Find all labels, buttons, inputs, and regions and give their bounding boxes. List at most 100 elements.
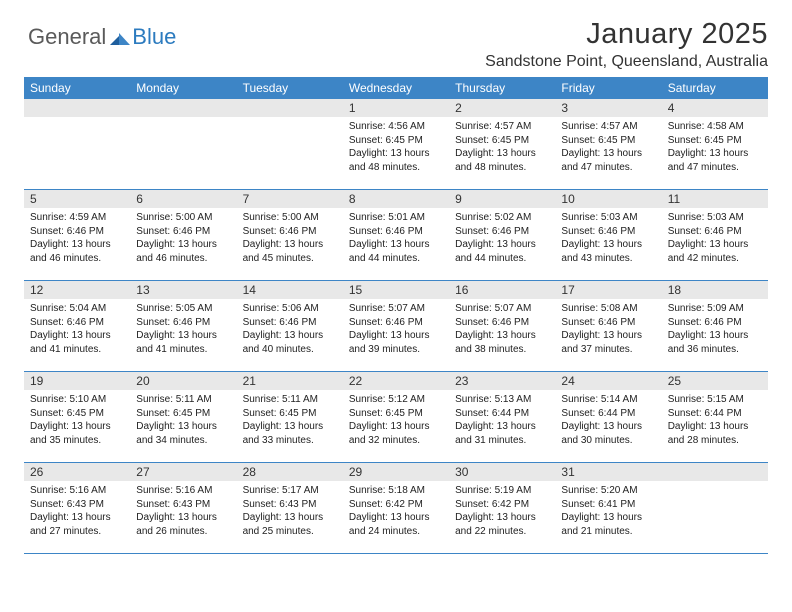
sunset: Sunset: 6:46 PM — [136, 225, 230, 239]
day-number: 18 — [662, 281, 768, 299]
daylight-line2: and 44 minutes. — [455, 252, 549, 266]
daylight-line1: Daylight: 13 hours — [349, 147, 443, 161]
day-details: Sunrise: 5:04 AMSunset: 6:46 PMDaylight:… — [24, 299, 130, 362]
daylight-line2: and 31 minutes. — [455, 434, 549, 448]
day-number: 29 — [343, 463, 449, 481]
sunrise: Sunrise: 5:00 AM — [243, 211, 337, 225]
day-31: 31Sunrise: 5:20 AMSunset: 6:41 PMDayligh… — [555, 463, 661, 553]
daylight-line2: and 47 minutes. — [561, 161, 655, 175]
daylight-line1: Daylight: 13 hours — [668, 329, 762, 343]
daylight-line2: and 45 minutes. — [243, 252, 337, 266]
sunrise: Sunrise: 5:15 AM — [668, 393, 762, 407]
sunset: Sunset: 6:41 PM — [561, 498, 655, 512]
sunrise: Sunrise: 5:11 AM — [243, 393, 337, 407]
day-details: Sunrise: 5:03 AMSunset: 6:46 PMDaylight:… — [555, 208, 661, 271]
day-number: 17 — [555, 281, 661, 299]
daylight-line2: and 33 minutes. — [243, 434, 337, 448]
day-23: 23Sunrise: 5:13 AMSunset: 6:44 PMDayligh… — [449, 372, 555, 462]
daylight-line1: Daylight: 13 hours — [561, 147, 655, 161]
week-row: 12Sunrise: 5:04 AMSunset: 6:46 PMDayligh… — [24, 281, 768, 372]
day-details: Sunrise: 5:07 AMSunset: 6:46 PMDaylight:… — [449, 299, 555, 362]
day-details: Sunrise: 5:00 AMSunset: 6:46 PMDaylight:… — [237, 208, 343, 271]
day-13: 13Sunrise: 5:05 AMSunset: 6:46 PMDayligh… — [130, 281, 236, 371]
sunset: Sunset: 6:46 PM — [561, 316, 655, 330]
sunset: Sunset: 6:46 PM — [455, 225, 549, 239]
day-details: Sunrise: 5:08 AMSunset: 6:46 PMDaylight:… — [555, 299, 661, 362]
day-number: 12 — [24, 281, 130, 299]
sunrise: Sunrise: 5:20 AM — [561, 484, 655, 498]
day-number: 11 — [662, 190, 768, 208]
daylight-line1: Daylight: 13 hours — [561, 329, 655, 343]
sunrise: Sunrise: 5:18 AM — [349, 484, 443, 498]
day-number: . — [130, 99, 236, 117]
day-number: 5 — [24, 190, 130, 208]
sunset: Sunset: 6:46 PM — [668, 225, 762, 239]
day-number: 24 — [555, 372, 661, 390]
day-number: 6 — [130, 190, 236, 208]
day-4: 4Sunrise: 4:58 AMSunset: 6:45 PMDaylight… — [662, 99, 768, 189]
brand-logo: General Blue — [24, 18, 176, 50]
day-details: Sunrise: 5:03 AMSunset: 6:46 PMDaylight:… — [662, 208, 768, 271]
sunset: Sunset: 6:44 PM — [561, 407, 655, 421]
day-16: 16Sunrise: 5:07 AMSunset: 6:46 PMDayligh… — [449, 281, 555, 371]
day-21: 21Sunrise: 5:11 AMSunset: 6:45 PMDayligh… — [237, 372, 343, 462]
empty-day: . — [24, 99, 130, 189]
sunrise: Sunrise: 5:10 AM — [30, 393, 124, 407]
day-details: Sunrise: 5:14 AMSunset: 6:44 PMDaylight:… — [555, 390, 661, 453]
day-number: 9 — [449, 190, 555, 208]
sunset: Sunset: 6:45 PM — [455, 134, 549, 148]
daylight-line2: and 46 minutes. — [136, 252, 230, 266]
sunrise: Sunrise: 5:08 AM — [561, 302, 655, 316]
daylight-line2: and 48 minutes. — [349, 161, 443, 175]
daylight-line2: and 43 minutes. — [561, 252, 655, 266]
daylight-line1: Daylight: 13 hours — [243, 238, 337, 252]
brand-mark-icon — [110, 29, 130, 45]
day-19: 19Sunrise: 5:10 AMSunset: 6:45 PMDayligh… — [24, 372, 130, 462]
day-number: 28 — [237, 463, 343, 481]
day-6: 6 Sunrise: 5:00 AMSunset: 6:46 PMDaylight… — [130, 190, 236, 280]
sunrise: Sunrise: 5:19 AM — [455, 484, 549, 498]
day-details: Sunrise: 4:58 AMSunset: 6:45 PMDaylight:… — [662, 117, 768, 180]
daylight-line1: Daylight: 13 hours — [455, 329, 549, 343]
daylight-line2: and 38 minutes. — [455, 343, 549, 357]
daylight-line1: Daylight: 13 hours — [455, 511, 549, 525]
day-number: 4 — [662, 99, 768, 117]
day-number: 2 — [449, 99, 555, 117]
location-text: Sandstone Point, Queensland, Australia — [485, 53, 768, 71]
day-details: Sunrise: 5:01 AMSunset: 6:46 PMDaylight:… — [343, 208, 449, 271]
daylight-line2: and 36 minutes. — [668, 343, 762, 357]
daylight-line1: Daylight: 13 hours — [349, 511, 443, 525]
sunset: Sunset: 6:45 PM — [349, 134, 443, 148]
day-11: 11Sunrise: 5:03 AMSunset: 6:46 PMDayligh… — [662, 190, 768, 280]
daylight-line2: and 34 minutes. — [136, 434, 230, 448]
daylight-line1: Daylight: 13 hours — [455, 147, 549, 161]
daylight-line1: Daylight: 13 hours — [136, 238, 230, 252]
daylight-line2: and 37 minutes. — [561, 343, 655, 357]
dow-sunday: Sunday — [24, 77, 130, 99]
day-29: 29Sunrise: 5:18 AMSunset: 6:42 PMDayligh… — [343, 463, 449, 553]
day-number: 14 — [237, 281, 343, 299]
sunrise: Sunrise: 4:57 AM — [455, 120, 549, 134]
day-details: Sunrise: 5:07 AMSunset: 6:46 PMDaylight:… — [343, 299, 449, 362]
daylight-line2: and 47 minutes. — [668, 161, 762, 175]
daylight-line1: Daylight: 13 hours — [561, 420, 655, 434]
daylight-line1: Daylight: 13 hours — [30, 511, 124, 525]
sunrise: Sunrise: 5:16 AM — [30, 484, 124, 498]
sunset: Sunset: 6:45 PM — [349, 407, 443, 421]
day-number: 13 — [130, 281, 236, 299]
sunrise: Sunrise: 4:58 AM — [668, 120, 762, 134]
day-details: Sunrise: 5:11 AMSunset: 6:45 PMDaylight:… — [237, 390, 343, 453]
day-25: 25Sunrise: 5:15 AMSunset: 6:44 PMDayligh… — [662, 372, 768, 462]
daylight-line2: and 24 minutes. — [349, 525, 443, 539]
day-details: Sunrise: 5:17 AMSunset: 6:43 PMDaylight:… — [237, 481, 343, 544]
sunset: Sunset: 6:46 PM — [136, 316, 230, 330]
day-details: Sunrise: 4:57 AMSunset: 6:45 PMDaylight:… — [449, 117, 555, 180]
brand-text-general: General — [28, 24, 106, 50]
day-details: Sunrise: 5:13 AMSunset: 6:44 PMDaylight:… — [449, 390, 555, 453]
daylight-line2: and 28 minutes. — [668, 434, 762, 448]
day-number: 30 — [449, 463, 555, 481]
sunset: Sunset: 6:46 PM — [30, 316, 124, 330]
sunrise: Sunrise: 5:14 AM — [561, 393, 655, 407]
sunrise: Sunrise: 5:00 AM — [136, 211, 230, 225]
dow-monday: Monday — [130, 77, 236, 99]
